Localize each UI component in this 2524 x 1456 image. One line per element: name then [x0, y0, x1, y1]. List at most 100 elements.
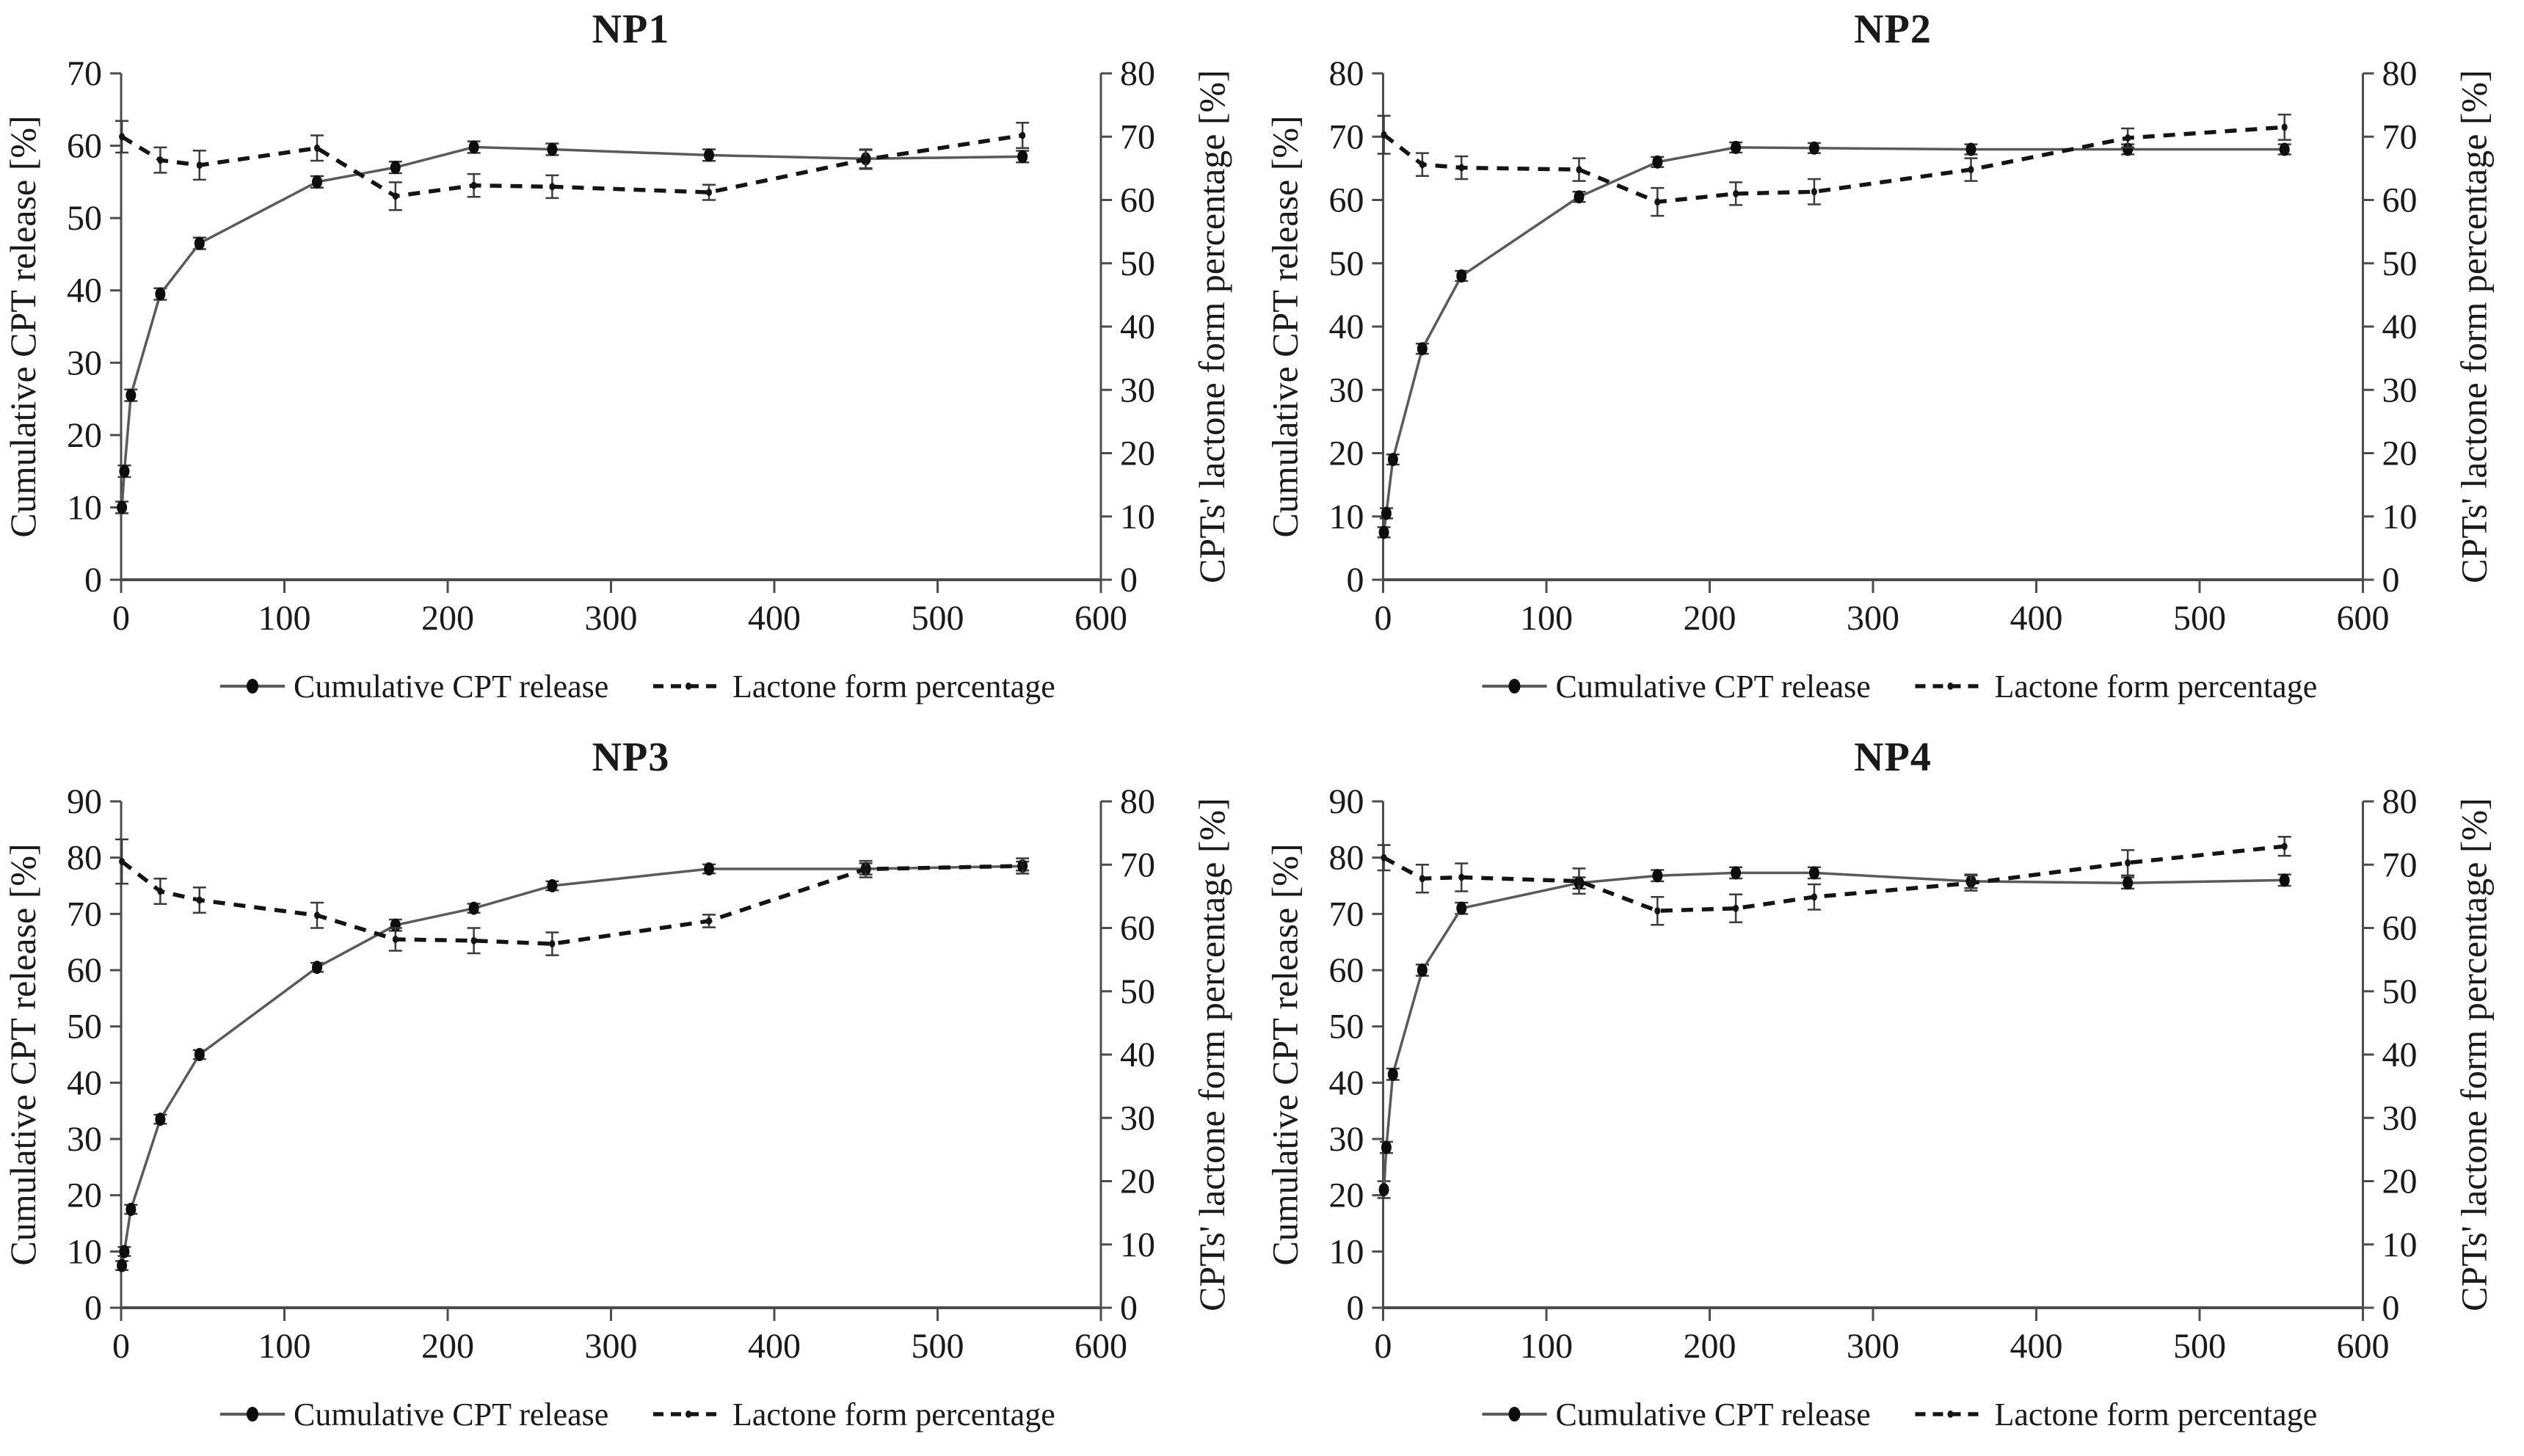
data-point-release: [1456, 269, 1467, 283]
right-tick-label: 70: [1120, 117, 1155, 156]
right-tick-label: 70: [1120, 845, 1155, 884]
legend-dashed-marker: [685, 682, 691, 690]
x-tick-label: 600: [1074, 1327, 1127, 1366]
legend-dashed-marker: [685, 1410, 691, 1418]
data-point-release: [2123, 142, 2134, 156]
x-tick-label: 300: [1847, 599, 1899, 638]
chart-np3: 0 100 200 300 400 500 600010203040506070809001…: [2, 782, 1232, 1433]
data-point-release: [117, 1259, 128, 1273]
data-point-release: [155, 287, 166, 301]
data-point-release: [2123, 876, 2134, 890]
right-tick-label: 50: [1120, 244, 1155, 283]
data-point-release: [468, 140, 479, 154]
right-tick-label: 20: [2382, 1162, 2418, 1201]
data-point-release: [194, 236, 205, 250]
panel-np4: NP4 0 100 200 300 400 500 600 0 10 20 30 40 50 60 70 80…: [1262, 728, 2524, 1456]
data-point-release: [312, 961, 322, 975]
data-point-release: [704, 148, 714, 162]
data-point-lactone: [392, 192, 399, 200]
x-tick-label: 400: [748, 1327, 801, 1366]
left-axis-title: Cumulative CPT release [%]: [1265, 115, 1306, 537]
data-point-release: [1378, 525, 1389, 539]
left-tick-label: 50: [67, 1008, 102, 1046]
data-point-lactone: [1811, 893, 1817, 901]
data-point-release: [1456, 901, 1467, 915]
data-point-lactone: [1381, 131, 1387, 139]
x-tick-label: 100: [1520, 1327, 1573, 1366]
left-tick-label: 60: [1329, 951, 1364, 990]
left-tick-label: 60: [1329, 181, 1364, 220]
x-tick-label: 100: [1520, 599, 1573, 638]
right-tick-label: 60: [1120, 909, 1155, 948]
data-point-lactone: [2125, 134, 2131, 142]
data-point-lactone: [2125, 859, 2131, 867]
left-tick-label: 30: [1329, 371, 1364, 410]
data-point-lactone: [862, 156, 869, 164]
panel-title-np4: NP4: [1854, 735, 1932, 780]
series-line-lactone: [120, 133, 1023, 199]
right-tick-label: 20: [1120, 434, 1155, 473]
x-tick-label: 500: [912, 1327, 964, 1366]
data-point-release: [126, 1202, 137, 1216]
x-tick-label: 200: [1684, 1327, 1736, 1366]
data-point-lactone: [119, 133, 126, 141]
right-tick-label: 10: [1120, 498, 1155, 536]
left-tick-label: 80: [1329, 839, 1364, 878]
left-tick-label: 30: [67, 1120, 102, 1159]
x-tick-label: 500: [912, 599, 964, 638]
right-axis-title: CPTs' lactone form percentage [%]: [2454, 798, 2495, 1311]
panel-title-np3: NP3: [592, 735, 670, 780]
left-tick-label: 30: [67, 343, 102, 382]
left-tick-label: 50: [1329, 1008, 1364, 1046]
data-point-release: [468, 901, 479, 915]
series-line-lactone: [120, 859, 1023, 946]
legend-label-lactone: Lactone form percentage: [732, 1397, 1055, 1433]
right-tick-label: 30: [2382, 1099, 2418, 1138]
data-point-release: [1416, 964, 1428, 977]
data-point-release: [704, 862, 714, 876]
right-tick-label: 40: [2382, 307, 2418, 346]
legend-solid-marker: [1508, 679, 1521, 694]
right-tick-label: 10: [1120, 1226, 1155, 1264]
left-tick-label: 30: [1329, 1120, 1364, 1159]
data-point-release: [126, 388, 137, 402]
right-axis-title: CPTs' lactone form percentage [%]: [1191, 798, 1232, 1311]
x-tick-label: 300: [585, 599, 638, 638]
left-tick-label: 20: [67, 416, 102, 455]
right-tick-label: 80: [2382, 782, 2418, 821]
data-point-lactone: [1458, 873, 1465, 881]
left-tick-label: 10: [1329, 498, 1364, 536]
right-tick-label: 10: [2382, 1226, 2418, 1264]
data-point-lactone: [392, 936, 399, 944]
data-point-lactone: [196, 896, 203, 904]
x-tick-label: 100: [258, 1327, 311, 1366]
data-point-lactone: [706, 917, 712, 925]
data-point-lactone: [549, 183, 556, 191]
data-point-lactone: [1576, 877, 1582, 885]
data-point-release: [1017, 150, 1028, 164]
data-point-lactone: [1458, 164, 1465, 172]
panel-title-np1: NP1: [592, 7, 670, 52]
data-point-release: [119, 1245, 130, 1259]
left-tick-label: 50: [1329, 244, 1364, 283]
data-point-lactone: [1811, 188, 1817, 196]
data-point-lactone: [2281, 123, 2288, 131]
data-point-lactone: [157, 156, 164, 164]
legend-label-release: Cumulative CPT release: [294, 669, 608, 705]
left-tick-label: 10: [67, 1232, 102, 1271]
data-point-release: [1652, 155, 1663, 169]
right-tick-label: 70: [2382, 117, 2418, 156]
data-point-release: [1731, 866, 1742, 880]
data-point-release: [1381, 506, 1392, 520]
x-tick-label: 400: [2010, 1327, 2063, 1366]
right-tick-label: 50: [2382, 972, 2418, 1011]
x-tick-label: 600: [2337, 599, 2390, 638]
series-line-lactone: [1382, 125, 2285, 204]
right-tick-label: 40: [2382, 1035, 2418, 1074]
x-tick-label: 600: [1074, 599, 1127, 638]
legend-label-release: Cumulative CPT release: [1556, 669, 1871, 705]
data-point-lactone: [549, 940, 556, 948]
left-tick-label: 70: [1329, 895, 1364, 933]
data-point-release: [312, 175, 322, 189]
data-point-release: [1808, 866, 1819, 880]
